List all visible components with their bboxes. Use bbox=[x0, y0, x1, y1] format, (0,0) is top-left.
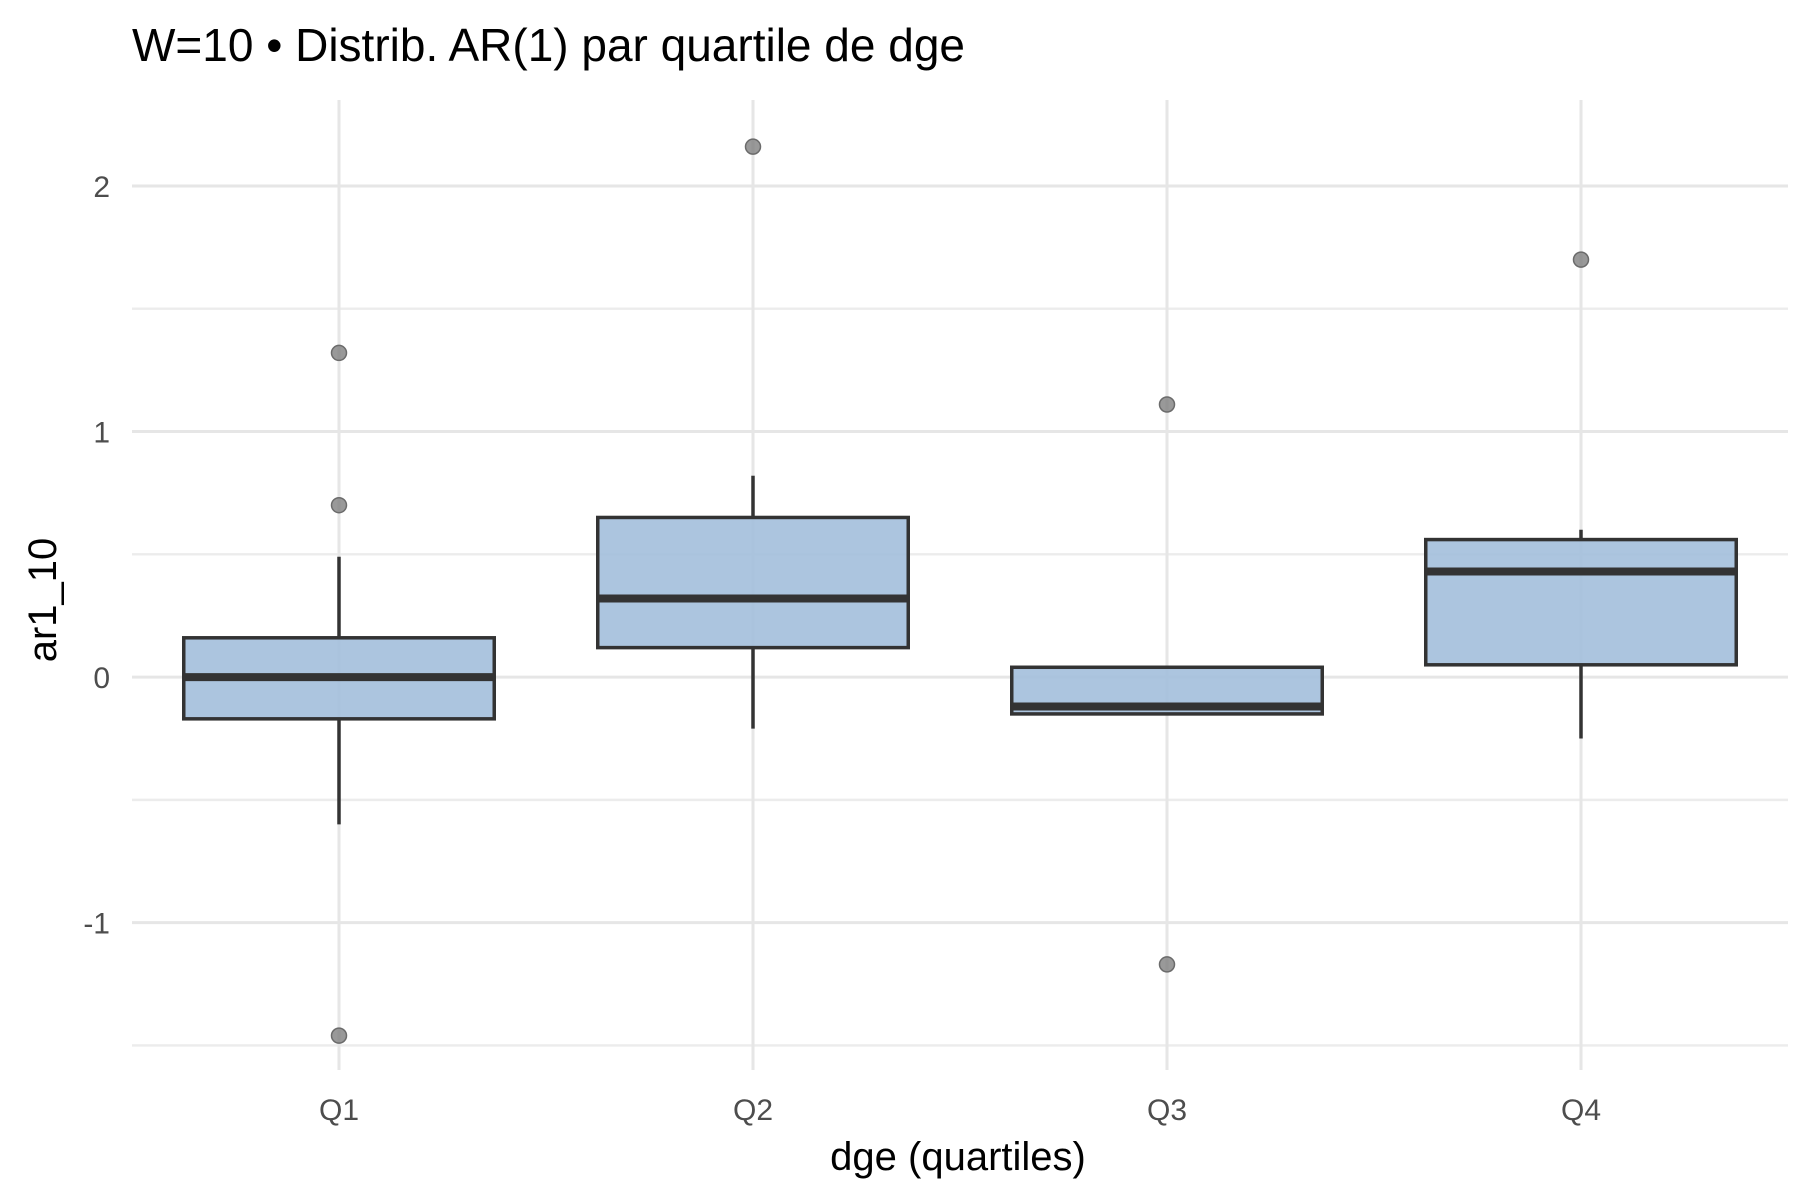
x-tick-label: Q1 bbox=[319, 1094, 359, 1127]
box-rect bbox=[596, 515, 910, 650]
y-tick-label: 0 bbox=[93, 662, 110, 695]
chart-title: W=10 • Distrib. AR(1) par quartile de dg… bbox=[132, 19, 965, 71]
x-tick-label: Q3 bbox=[1147, 1094, 1187, 1127]
y-tick-label: -1 bbox=[83, 908, 110, 941]
tick-layer: -1 0 1 2 Q1 Q2 Q3 Q4 bbox=[83, 171, 1601, 1127]
outlier-point bbox=[1158, 396, 1176, 413]
box-q3 bbox=[1010, 396, 1324, 973]
outlier-point bbox=[744, 138, 762, 155]
box-rect bbox=[1424, 537, 1738, 667]
outlier-point bbox=[1572, 251, 1590, 268]
x-axis-title: dge (quartiles) bbox=[830, 1135, 1086, 1179]
outlier-point bbox=[330, 496, 348, 514]
outlier-point bbox=[330, 344, 348, 362]
y-axis-title: ar1_10 bbox=[21, 538, 65, 663]
box-q1 bbox=[182, 344, 496, 1044]
outlier-point bbox=[1158, 956, 1176, 973]
box-q2 bbox=[596, 138, 910, 729]
x-tick-label: Q2 bbox=[733, 1094, 773, 1127]
y-tick-label: 1 bbox=[93, 417, 110, 450]
x-tick-label: Q4 bbox=[1561, 1094, 1601, 1127]
outlier-point bbox=[330, 1027, 348, 1044]
y-tick-label: 2 bbox=[93, 171, 110, 204]
box-q4 bbox=[1424, 251, 1738, 739]
box-layer bbox=[182, 138, 1738, 1044]
